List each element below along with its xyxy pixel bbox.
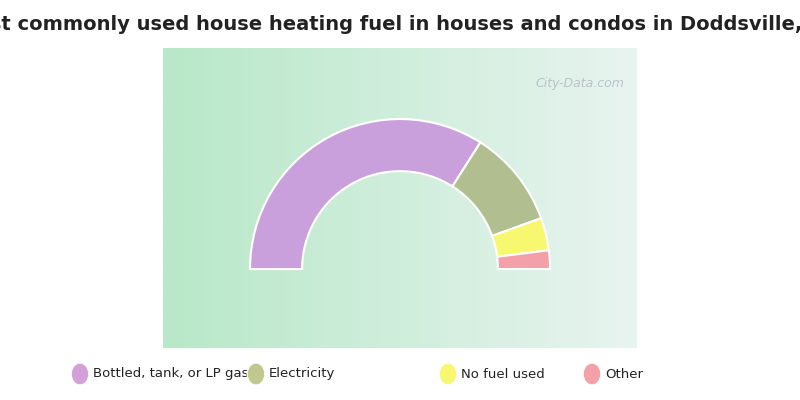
Ellipse shape xyxy=(247,363,265,385)
Ellipse shape xyxy=(583,363,601,385)
Text: City-Data.com: City-Data.com xyxy=(535,78,625,90)
Text: Electricity: Electricity xyxy=(269,368,335,380)
Wedge shape xyxy=(250,119,480,269)
Text: Other: Other xyxy=(605,368,643,380)
Wedge shape xyxy=(492,218,549,257)
Text: No fuel used: No fuel used xyxy=(461,368,545,380)
Text: Most commonly used house heating fuel in houses and condos in Doddsville, MS: Most commonly used house heating fuel in… xyxy=(0,14,800,34)
Wedge shape xyxy=(453,142,541,236)
Text: Bottled, tank, or LP gas: Bottled, tank, or LP gas xyxy=(93,368,248,380)
Ellipse shape xyxy=(439,363,457,385)
Ellipse shape xyxy=(71,363,89,385)
Wedge shape xyxy=(497,250,550,269)
